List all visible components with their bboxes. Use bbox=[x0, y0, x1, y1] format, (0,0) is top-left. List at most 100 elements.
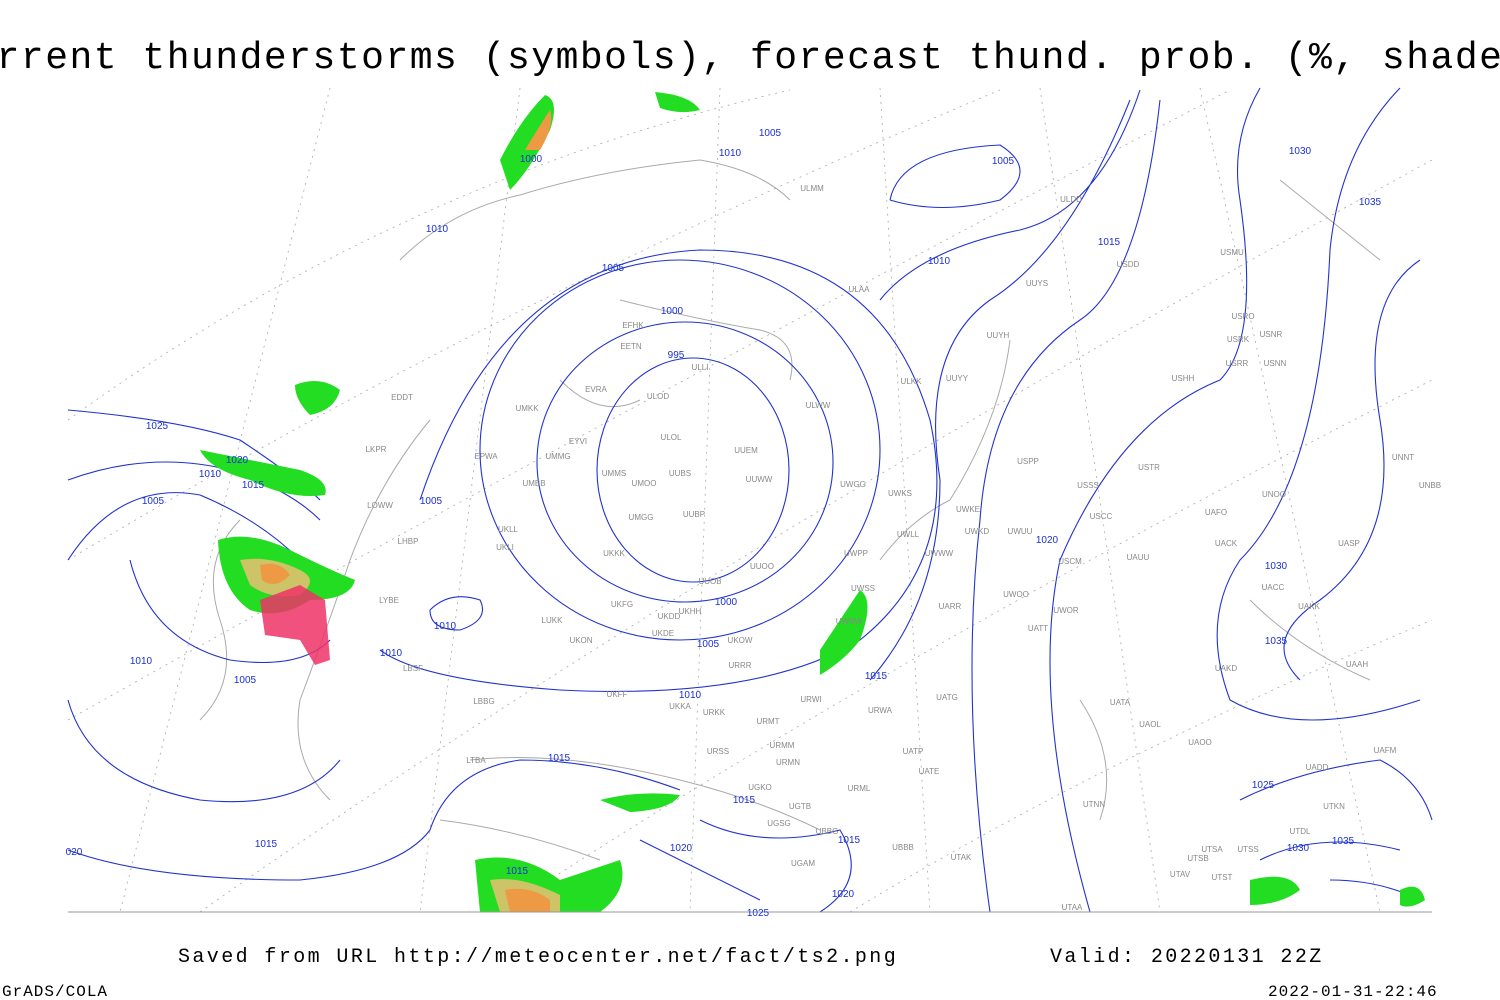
station-label: URRR bbox=[728, 661, 751, 670]
isobar-label: 1030 bbox=[1289, 146, 1312, 157]
isobar-label: 1000 bbox=[715, 597, 738, 608]
station-label: EYVI bbox=[569, 437, 587, 446]
isobar-label: 1035 bbox=[1359, 197, 1382, 208]
station-label: EETN bbox=[620, 342, 642, 351]
station-label: USNN bbox=[1264, 359, 1287, 368]
station-label: USNR bbox=[1260, 330, 1283, 339]
station-label: UKFG bbox=[611, 600, 633, 609]
isobar-label: 1005 bbox=[602, 263, 625, 274]
station-label: LBBG bbox=[473, 697, 494, 706]
station-label: URKK bbox=[703, 708, 726, 717]
station-label: UWLL bbox=[897, 530, 920, 539]
station-label: UTAA bbox=[1062, 903, 1083, 912]
isobar-label: 1005 bbox=[697, 639, 720, 650]
station-label: UWWW bbox=[925, 549, 954, 558]
station-label: UGSG bbox=[767, 819, 791, 828]
station-label: UACC bbox=[1262, 583, 1285, 592]
station-label: UWRW bbox=[836, 617, 863, 626]
station-label: UADD bbox=[1306, 763, 1329, 772]
station-label: UGTB bbox=[789, 802, 811, 811]
station-label: UTKN bbox=[1323, 802, 1345, 811]
station-label: UUBP bbox=[683, 510, 705, 519]
station-label: UAOO bbox=[1188, 738, 1212, 747]
station-label: LTBA bbox=[466, 756, 486, 765]
station-label: UATE bbox=[919, 767, 940, 776]
station-label: UBBG bbox=[816, 827, 839, 836]
station-label: UNBB bbox=[1419, 481, 1441, 490]
isobar-label: 1020 bbox=[1036, 535, 1059, 546]
station-label: LKPR bbox=[366, 445, 387, 454]
isobar-label: 1010 bbox=[719, 148, 742, 159]
isobar-label: 1000 bbox=[520, 154, 543, 165]
isobar-label: 1010 bbox=[199, 469, 222, 480]
station-label: UWPP bbox=[844, 549, 868, 558]
station-label: URSS bbox=[707, 747, 729, 756]
station-label: UMBB bbox=[522, 479, 545, 488]
isobars bbox=[67, 87, 1433, 913]
station-label: UMKK bbox=[515, 404, 539, 413]
station-label: UATT bbox=[1028, 624, 1048, 633]
isobar-label: 1020 bbox=[670, 843, 693, 854]
valid-time: Valid: 20220131 22Z bbox=[1050, 946, 1324, 969]
station-label: UUYS bbox=[1026, 279, 1048, 288]
isobar-label: 1015 bbox=[1098, 237, 1121, 248]
station-label: UKFF bbox=[607, 690, 628, 699]
station-label: USMU bbox=[1220, 248, 1244, 257]
station-label: UATP bbox=[903, 747, 924, 756]
station-label: ULOD bbox=[647, 392, 669, 401]
station-label: LYBE bbox=[379, 596, 399, 605]
isobar-label: 1010 bbox=[130, 656, 153, 667]
station-label: UUBS bbox=[669, 469, 691, 478]
isobar-label: 995 bbox=[668, 350, 685, 361]
isobar-label: 1010 bbox=[434, 621, 457, 632]
station-label: UAFM bbox=[1374, 746, 1397, 755]
station-label: UATA bbox=[1110, 698, 1131, 707]
station-label: USRO bbox=[1231, 312, 1254, 321]
station-label: UAAH bbox=[1346, 660, 1368, 669]
isobar-label: 1010 bbox=[928, 256, 951, 267]
map-area bbox=[67, 87, 1433, 913]
station-label: UUEM bbox=[734, 446, 758, 455]
station-label: UUOO bbox=[750, 562, 774, 571]
station-label: ULAA bbox=[849, 285, 871, 294]
station-label: USPP bbox=[1017, 457, 1039, 466]
station-label: UKOW bbox=[728, 636, 753, 645]
station-label: UWSS bbox=[851, 584, 875, 593]
isobar-label: 1015 bbox=[242, 480, 265, 491]
station-label: USRR bbox=[1226, 359, 1249, 368]
credit: GrADS/COLA bbox=[2, 983, 108, 1000]
station-label: URML bbox=[848, 784, 871, 793]
station-label: EDDT bbox=[391, 393, 413, 402]
isobar-label: 1035 bbox=[1265, 636, 1288, 647]
isobar-label: 1030 bbox=[1287, 843, 1310, 854]
station-label: UAOL bbox=[1139, 720, 1161, 729]
station-label: UAUU bbox=[1127, 553, 1150, 562]
station-label: ULKK bbox=[901, 377, 923, 386]
station-label: UUWW bbox=[746, 475, 773, 484]
isobar-label: 1015 bbox=[548, 753, 571, 764]
station-label: UAFO bbox=[1205, 508, 1227, 517]
isobar-label: 1005 bbox=[992, 156, 1015, 167]
station-label: UWGG bbox=[840, 480, 866, 489]
station-label: LBSF bbox=[403, 664, 423, 673]
station-labels: ULMM ULDD USDD USMU ULAA UUYS USRO USRK USNR USRR… bbox=[366, 184, 1442, 912]
station-label: UAKK bbox=[1298, 602, 1320, 611]
isobar-label: 1020 bbox=[832, 889, 855, 900]
station-label: URMT bbox=[756, 717, 779, 726]
isobar-label: 020 bbox=[66, 847, 83, 858]
station-label: UWOO bbox=[1003, 590, 1029, 599]
station-label: LOWW bbox=[367, 501, 393, 510]
station-label: UTAV bbox=[1170, 870, 1191, 879]
station-label: UTSS bbox=[1237, 845, 1258, 854]
title: Current thunderstorms (symbols), forecas… bbox=[0, 37, 1500, 80]
station-label: UKDE bbox=[652, 629, 674, 638]
station-label: UTSB bbox=[1187, 854, 1208, 863]
station-label: UMMG bbox=[545, 452, 570, 461]
station-label: USRK bbox=[1227, 335, 1250, 344]
station-label: UBBB bbox=[892, 843, 914, 852]
station-label: UWKD bbox=[965, 527, 990, 536]
station-label: UUYH bbox=[987, 331, 1010, 340]
station-label: UATG bbox=[936, 693, 958, 702]
isobar-label: 1020 bbox=[226, 455, 249, 466]
